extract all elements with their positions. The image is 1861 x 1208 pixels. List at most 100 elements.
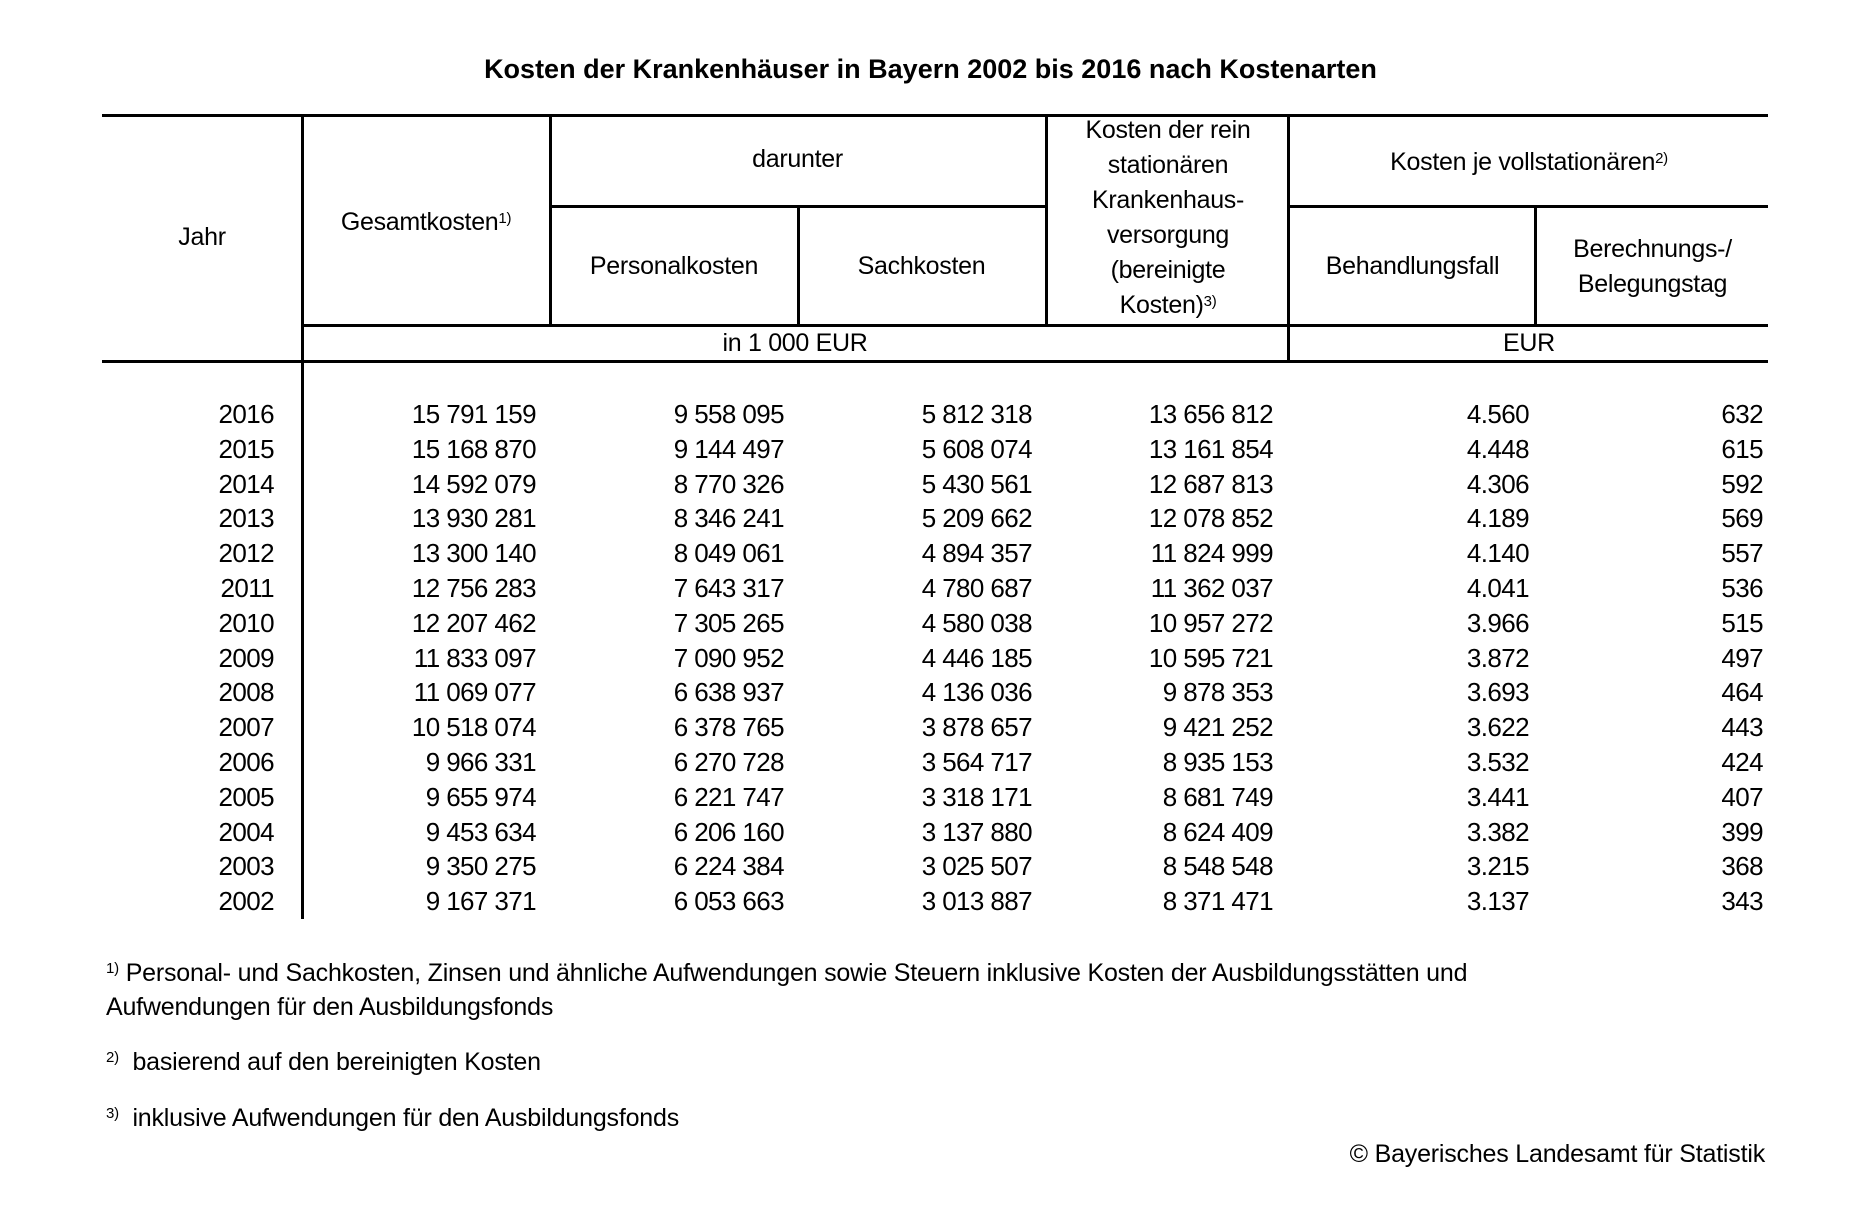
gesamt-divider: [549, 114, 552, 326]
cell-rein-stationaer: 13 161 854: [1148, 433, 1274, 464]
cell-behandlungsfall: 3.441: [1466, 781, 1530, 812]
cell-berechnungstag: 515: [1721, 607, 1763, 638]
cell-jahr: 2012: [218, 538, 275, 569]
footnote-2: 2) basierend auf den bereinigten Kosten: [106, 1048, 541, 1076]
copyright: © Bayerisches Landesamt für Statistik: [1349, 1140, 1766, 1168]
cell-gesamtkosten: 9 167 371: [425, 886, 537, 917]
cell-gesamtkosten: 15 168 870: [411, 433, 537, 464]
cell-berechnungstag: 399: [1721, 816, 1763, 847]
cell-behandlungsfall: 3.382: [1466, 816, 1530, 847]
header-darunter: darunter: [752, 145, 843, 173]
cell-berechnungstag: 615: [1721, 433, 1763, 464]
cell-berechnungstag: 424: [1721, 747, 1763, 777]
cell-rein-stationaer: 8 371 471: [1162, 886, 1274, 917]
cell-sachkosten: 3 318 171: [921, 781, 1033, 812]
cell-behandlungsfall: 4.448: [1466, 433, 1530, 464]
cell-behandlungsfall: 3.693: [1466, 677, 1530, 708]
cell-rein-stationaer: 10 595 721: [1148, 642, 1274, 673]
cell-gesamtkosten: 13 930 281: [411, 503, 537, 534]
table-title: Kosten der Krankenhäuser in Bayern 2002 …: [484, 54, 1377, 84]
cell-behandlungsfall: 3.966: [1466, 607, 1530, 638]
cell-berechnungstag: 557: [1721, 538, 1763, 569]
cell-rein-stationaer: 11 824 999: [1150, 538, 1274, 569]
cell-rein-stationaer: 11 362 037: [1150, 573, 1274, 603]
cell-jahr: 2005: [218, 781, 275, 812]
cell-rein-stationaer: 9 421 252: [1162, 712, 1274, 743]
cell-berechnungstag: 443: [1721, 712, 1763, 743]
unit-bottom-rule: [102, 360, 1768, 363]
header-rein-stationaer: Kosten der rein stationären Krankenhaus-…: [1085, 116, 1251, 319]
unit-eur: EUR: [1503, 329, 1555, 357]
footnote-1: 1) Personal- und Sachkosten, Zinsen und …: [106, 959, 1468, 1021]
cell-jahr: 2015: [218, 433, 275, 464]
cell-sachkosten: 3 564 717: [921, 747, 1033, 777]
cell-sachkosten: 4 894 357: [921, 538, 1033, 569]
header-jahr: Jahr: [178, 223, 226, 251]
cell-rein-stationaer: 12 078 852: [1148, 503, 1274, 534]
cell-personalkosten: 6 270 728: [673, 747, 785, 777]
cell-behandlungsfall: 4.041: [1466, 573, 1530, 603]
cell-sachkosten: 3 013 887: [921, 886, 1033, 917]
cell-jahr: 2011: [220, 573, 274, 603]
header-berechnungstag: Berechnungs-/ Belegungstag: [1573, 235, 1732, 298]
cell-rein-stationaer: 8 935 153: [1162, 747, 1274, 777]
kosten-je-rule: [1288, 205, 1768, 208]
cell-behandlungsfall: 4.189: [1466, 503, 1530, 534]
header-gesamtkosten: Gesamtkosten1): [340, 208, 512, 236]
cell-personalkosten: 6 206 160: [673, 816, 785, 847]
cell-personalkosten: 6 224 384: [673, 851, 785, 882]
cell-jahr: 2008: [218, 677, 275, 708]
cell-berechnungstag: 497: [1721, 642, 1763, 673]
cell-jahr: 2003: [218, 851, 275, 882]
cell-gesamtkosten: 9 966 331: [425, 747, 537, 777]
cell-rein-stationaer: 13 656 812: [1148, 399, 1274, 429]
cell-berechnungstag: 368: [1721, 851, 1763, 882]
cell-personalkosten: 7 305 265: [673, 607, 785, 638]
cell-gesamtkosten: 9 655 974: [425, 781, 537, 812]
cell-sachkosten: 4 780 687: [921, 573, 1033, 603]
cell-rein-stationaer: 9 878 353: [1162, 677, 1274, 708]
cell-behandlungsfall: 3.137: [1466, 886, 1530, 917]
header-kosten-je: Kosten je vollstationären2): [1390, 148, 1668, 176]
cell-gesamtkosten: 13 300 140: [411, 538, 537, 569]
cell-berechnungstag: 536: [1721, 573, 1763, 603]
jahr-divider: [301, 114, 304, 919]
cell-berechnungstag: 632: [1721, 399, 1763, 429]
cell-personalkosten: 8 770 326: [673, 468, 785, 499]
cell-personalkosten: 6 053 663: [673, 886, 785, 917]
cell-berechnungstag: 343: [1721, 886, 1763, 917]
header-personalkosten: Personalkosten: [589, 252, 759, 280]
cell-gesamtkosten: 12 207 462: [411, 607, 537, 638]
cell-behandlungsfall: 3.532: [1466, 747, 1530, 777]
cell-sachkosten: 4 580 038: [921, 607, 1033, 638]
cell-gesamtkosten: 11 833 097: [413, 642, 537, 673]
cell-personalkosten: 8 346 241: [673, 503, 785, 534]
cell-jahr: 2014: [218, 468, 275, 499]
cell-jahr: 2009: [218, 642, 275, 673]
cell-sachkosten: 5 430 561: [921, 468, 1033, 499]
cell-personalkosten: 6 638 937: [673, 677, 785, 708]
cell-behandlungsfall: 4.306: [1466, 468, 1530, 499]
cell-jahr: 2007: [218, 712, 275, 743]
cell-personalkosten: 6 378 765: [673, 712, 785, 743]
header-sachkosten: Sachkosten: [857, 252, 986, 280]
cell-berechnungstag: 407: [1721, 781, 1763, 812]
cell-jahr: 2006: [218, 747, 275, 777]
cell-personalkosten: 9 144 497: [673, 433, 785, 464]
header-behandlungsfall: Behandlungsfall: [1325, 252, 1500, 280]
cell-personalkosten: 7 643 317: [673, 573, 785, 603]
cell-jahr: 2016: [218, 399, 275, 429]
cell-sachkosten: 4 136 036: [921, 677, 1033, 708]
cell-sachkosten: 3 878 657: [921, 712, 1033, 743]
cell-rein-stationaer: 8 624 409: [1162, 816, 1274, 847]
cell-gesamtkosten: 10 518 074: [411, 712, 537, 743]
cell-sachkosten: 4 446 185: [921, 642, 1033, 673]
cell-sachkosten: 5 812 318: [921, 399, 1033, 429]
cell-jahr: 2013: [218, 503, 275, 534]
cell-sachkosten: 5 209 662: [921, 503, 1033, 534]
cell-jahr: 2010: [218, 607, 275, 638]
cell-behandlungsfall: 3.872: [1466, 642, 1530, 673]
cell-behandlungsfall: 4.560: [1466, 399, 1530, 429]
cell-behandlungsfall: 4.140: [1466, 538, 1530, 569]
cell-sachkosten: 3 137 880: [921, 816, 1033, 847]
